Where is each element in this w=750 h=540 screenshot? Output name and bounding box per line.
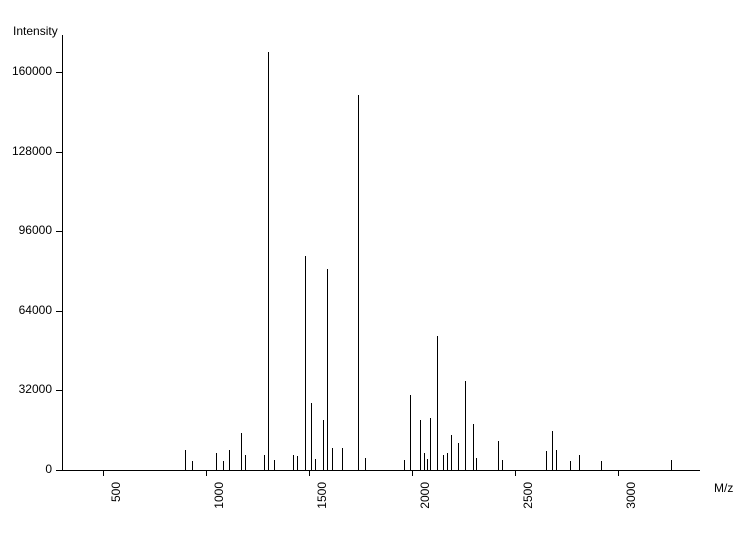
y-tick-label: 0	[0, 462, 52, 476]
spectrum-peak	[223, 461, 224, 470]
x-tick-label: 1000	[212, 482, 226, 532]
y-tick-label: 160000	[0, 64, 52, 78]
x-tick	[618, 470, 619, 476]
spectrum-peak	[216, 453, 217, 470]
spectrum-peak	[323, 420, 324, 470]
spectrum-peak	[437, 336, 438, 470]
y-tick	[56, 152, 62, 153]
x-tick-label: 3000	[624, 482, 638, 532]
x-tick-label: 500	[109, 482, 123, 532]
spectrum-peak	[601, 461, 602, 470]
spectrum-peak	[358, 95, 359, 470]
spectrum-peak	[229, 450, 230, 470]
spectrum-peak	[424, 453, 425, 470]
spectrum-peak	[579, 455, 580, 470]
spectrum-peak	[546, 451, 547, 470]
spectrum-peak	[332, 448, 333, 470]
spectrum-peak	[498, 441, 499, 470]
x-axis-title: M/z	[714, 481, 733, 495]
spectrum-peak	[420, 420, 421, 470]
y-tick	[56, 390, 62, 391]
spectrum-peak	[476, 458, 477, 470]
spectrum-peak	[268, 52, 269, 470]
x-axis	[62, 470, 700, 471]
spectrum-peak	[241, 433, 242, 470]
spectrum-peak	[473, 424, 474, 470]
spectrum-peak	[305, 256, 306, 470]
x-tick-label: 2500	[521, 482, 535, 532]
y-tick-label: 64000	[0, 303, 52, 317]
spectrum-peak	[556, 450, 557, 470]
plot-area: 0320006400096000128000160000500100015002…	[62, 35, 700, 470]
spectrum-peak	[245, 455, 246, 470]
spectrum-peak	[404, 460, 405, 470]
y-tick	[56, 72, 62, 73]
y-tick	[56, 231, 62, 232]
spectrum-peak	[502, 460, 503, 470]
spectrum-peak	[458, 443, 459, 470]
x-tick	[103, 470, 104, 476]
spectrum-peak	[443, 455, 444, 470]
x-tick	[515, 470, 516, 476]
spectrum-peak	[427, 459, 428, 470]
x-tick	[412, 470, 413, 476]
spectrum-peak	[315, 459, 316, 470]
y-tick	[56, 470, 62, 471]
y-axis	[62, 35, 63, 470]
spectrum-peak	[327, 269, 328, 470]
y-tick-label: 128000	[0, 144, 52, 158]
x-tick	[206, 470, 207, 476]
spectrum-peak	[264, 455, 265, 470]
spectrum-peak	[552, 431, 553, 470]
spectrum-peak	[451, 435, 452, 470]
spectrum-peak	[297, 456, 298, 470]
spectrum-peak	[365, 458, 366, 470]
spectrum-peak	[671, 460, 672, 470]
spectrum-peak	[274, 460, 275, 470]
spectrum-peak	[465, 381, 466, 470]
y-axis-title: Intensity	[13, 24, 58, 38]
spectrum-peak	[410, 395, 411, 470]
x-tick	[309, 470, 310, 476]
y-tick	[56, 311, 62, 312]
spectrum-peak	[293, 455, 294, 470]
mass-spectrum-chart: Intensity M/z 03200064000960001280001600…	[0, 0, 750, 540]
spectrum-peak	[185, 450, 186, 470]
spectrum-peak	[447, 453, 448, 470]
spectrum-peak	[342, 448, 343, 470]
spectrum-peak	[430, 418, 431, 470]
x-tick-label: 1500	[315, 482, 329, 532]
spectrum-peak	[311, 403, 312, 470]
y-tick-label: 96000	[0, 223, 52, 237]
x-tick-label: 2000	[418, 482, 432, 532]
spectrum-peak	[192, 461, 193, 470]
y-tick-label: 32000	[0, 382, 52, 396]
spectrum-peak	[570, 461, 571, 470]
